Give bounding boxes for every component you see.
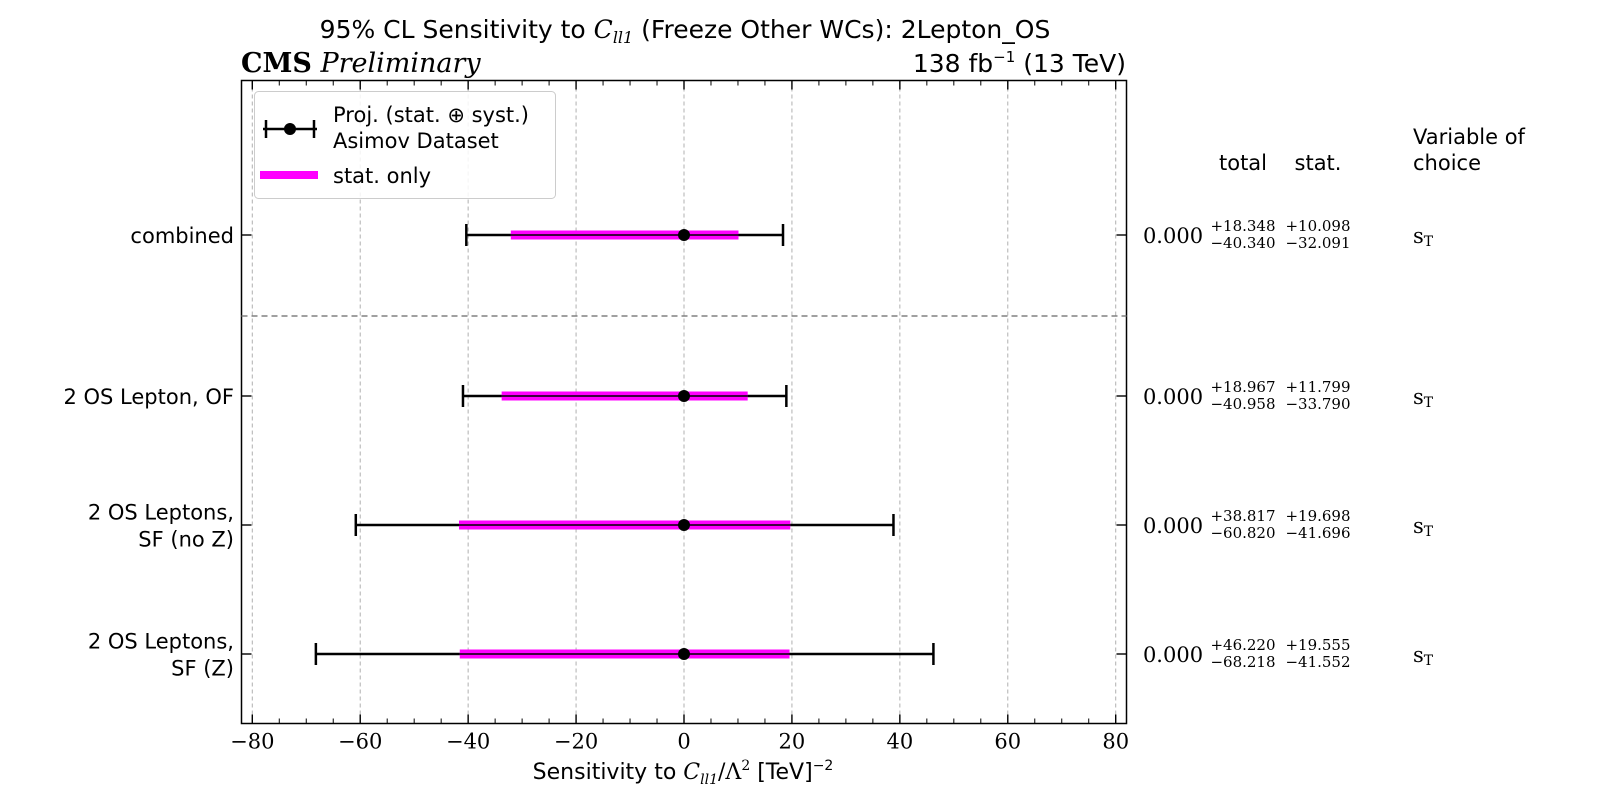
stat-lower: −41.552 [1285,653,1350,671]
total-lower: −68.218 [1210,653,1275,671]
x-tick-label: 40 [886,730,913,754]
header-total: total [1219,151,1267,175]
legend-proj-label: Proj. (stat. ⊕ syst.) [333,103,529,127]
total-upper: +18.348 [1210,217,1275,235]
central-value: 0.000 [1143,514,1203,538]
legend-box [254,91,556,199]
row-labels: combined 2 OS Lepton, OF 2 OS Leptons, SF (… [63,224,234,681]
legend-stat-label: stat. only [333,164,431,188]
stat-upper: +10.098 [1285,217,1350,235]
variable-of-choice: sT [1413,514,1434,540]
x-tick-label: −80 [230,730,274,754]
interval-bars [314,224,935,665]
x-tick-label: −60 [338,730,382,754]
legend: Proj. (stat. ⊕ syst.) Asimov Dataset sta… [254,91,556,199]
total-upper: +46.220 [1210,636,1275,654]
stat-lower: −33.790 [1285,395,1350,413]
central-value: 0.000 [1143,385,1203,409]
row-label: combined [130,224,234,248]
row-label: SF (no Z) [138,528,234,552]
header-stat: stat. [1295,151,1342,175]
total-lower: −60.820 [1210,524,1275,542]
total-upper: +38.817 [1210,507,1275,525]
central-value-point [678,519,690,531]
central-value: 0.000 [1143,643,1203,667]
row-label: 2 OS Leptons, [88,630,234,654]
x-axis-label: Sensitivity to Cll1/Λ2 [TeV]−2 [533,758,834,788]
values-table: 0.000 +18.348−40.340 +10.098−32.091 sT 0.000… [1143,217,1434,671]
legend-marker-total [263,120,317,138]
central-value-point [678,229,690,241]
header-variable-line2: choice [1413,151,1481,175]
total-lower: −40.340 [1210,234,1275,252]
stat-upper: +11.799 [1285,378,1350,396]
experiment-label: CMS Preliminary [241,48,481,79]
central-value-point [678,390,690,402]
central-value: 0.000 [1143,224,1203,248]
legend-asimov-label: Asimov Dataset [333,129,499,153]
variable-of-choice: sT [1413,224,1434,250]
stat-lower: −32.091 [1285,234,1350,252]
row-label: 2 OS Lepton, OF [63,385,234,409]
x-tick-label: 20 [779,730,806,754]
total-lower: −40.958 [1210,395,1275,413]
x-tick-label: −40 [446,730,490,754]
x-tick-label: 80 [1102,730,1129,754]
central-value-point [678,648,690,660]
row-label: 2 OS Leptons, [88,501,234,525]
luminosity-label: 138 fb−1 (13 TeV) [913,48,1126,78]
variable-of-choice: sT [1413,385,1434,411]
stat-upper: +19.555 [1285,636,1350,654]
header-variable-line1: Variable of [1413,125,1526,149]
chart-title: 95% CL Sensitivity to Cll1 (Freeze Other… [320,15,1051,47]
x-tick-label: 0 [677,730,690,754]
y-axis-ticks [241,234,1127,655]
total-upper: +18.967 [1210,378,1275,396]
x-tick-label: 60 [994,730,1021,754]
stat-lower: −41.696 [1285,524,1350,542]
row-label: SF (Z) [171,657,234,681]
variable-of-choice: sT [1413,643,1434,669]
x-axis-ticks: −80 −60 −40 −20 0 20 40 60 80 [230,80,1129,754]
x-tick-label: −20 [554,730,598,754]
stat-upper: +19.698 [1285,507,1350,525]
